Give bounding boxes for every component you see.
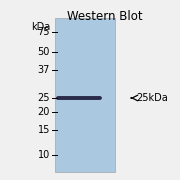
Text: 25kDa: 25kDa: [136, 93, 168, 103]
Text: 15: 15: [38, 125, 50, 135]
Text: 37: 37: [38, 65, 50, 75]
Text: 20: 20: [38, 107, 50, 117]
Text: 25: 25: [37, 93, 50, 103]
Text: Western Blot: Western Blot: [67, 10, 143, 23]
Bar: [55, 18, 115, 172]
Text: kDa: kDa: [31, 22, 50, 32]
Text: 75: 75: [37, 27, 50, 37]
Text: 10: 10: [38, 150, 50, 160]
Text: 50: 50: [38, 47, 50, 57]
